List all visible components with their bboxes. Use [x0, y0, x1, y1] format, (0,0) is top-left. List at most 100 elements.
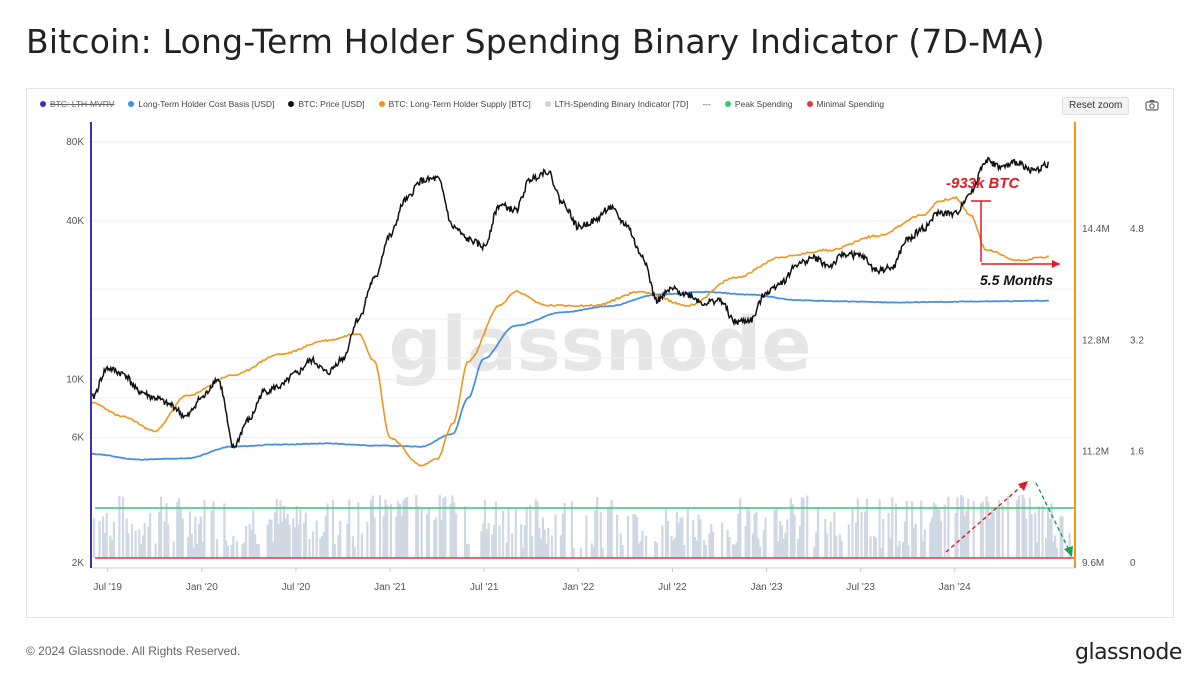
indicator-bar: [250, 530, 253, 558]
indicator-bar: [907, 544, 910, 558]
indicator-bar: [655, 542, 659, 558]
indicator-bar: [230, 544, 233, 558]
indicator-bar: [780, 525, 783, 558]
reset-zoom-button[interactable]: Reset zoom: [1062, 97, 1130, 115]
indicator-bar: [402, 500, 405, 558]
indicator-bar: [981, 501, 984, 558]
legend-item[interactable]: Long-Term Holder Cost Basis [USD]: [128, 99, 274, 109]
indicator-bar: [118, 495, 121, 558]
indicator-bar: [992, 512, 995, 558]
legend-item[interactable]: LTH-Spending Binary Indicator [7D]: [544, 99, 688, 109]
indicator-bar: [606, 507, 610, 558]
indicator-bar: [322, 531, 326, 558]
indicator-bar: [1025, 518, 1028, 558]
indicator-bar: [806, 495, 809, 558]
indicator-bar: [988, 518, 992, 558]
indicator-bar: [520, 524, 523, 558]
indicator-bar: [257, 543, 260, 558]
legend-item[interactable]: Minimal Spending: [806, 99, 884, 109]
indicator-bar: [111, 539, 114, 558]
indicator-bar: [252, 509, 255, 558]
indicator-bar: [425, 514, 429, 558]
indicator-bar: [272, 541, 275, 558]
indicator-bar: [386, 504, 389, 558]
legend-item[interactable]: Peak Spending: [724, 99, 793, 109]
indicator-bar: [444, 496, 447, 558]
indicator-bar: [873, 536, 876, 558]
indicator-bar: [934, 504, 937, 558]
legend-item[interactable]: BTC: Long-Term Holder Supply [BTC]: [378, 99, 531, 109]
indicator-bar: [898, 540, 901, 558]
indicator-bar: [277, 523, 280, 558]
indicator-bar: [865, 498, 869, 558]
x-tick-label: Jul '21: [470, 582, 499, 593]
indicator-bar: [679, 517, 682, 558]
indicator-bar: [406, 497, 409, 558]
indicator-bar: [281, 521, 284, 558]
indicator-bar: [726, 529, 729, 558]
indicator-bar: [158, 511, 161, 558]
indicator-bar: [248, 523, 251, 558]
indicator-bar: [295, 505, 298, 558]
indicator-bar: [92, 518, 96, 558]
indicator-bar: [798, 526, 802, 558]
indicator-bar: [710, 524, 713, 558]
indicator-bar: [735, 542, 738, 558]
indicator-bar: [404, 497, 407, 558]
indicator-bar: [194, 516, 197, 558]
indicator-bar: [693, 537, 697, 558]
indicator-bar: [1028, 497, 1031, 558]
legend-item[interactable]: BTC: LTH-MVRV: [40, 99, 114, 109]
indicator-bar: [793, 514, 796, 558]
legend-item[interactable]: ---: [702, 99, 711, 109]
legend-label: BTC: Long-Term Holder Supply [BTC]: [388, 99, 531, 109]
indicator-bar: [465, 543, 469, 558]
indicator-bar: [1016, 499, 1019, 558]
indicator-bar: [829, 521, 832, 558]
indicator-bar: [590, 543, 593, 558]
y-tick-label-left: 40K: [66, 216, 84, 227]
indicator-bar: [140, 544, 143, 558]
indicator-bar: [226, 545, 230, 558]
indicator-bar: [319, 538, 322, 558]
indicator-bar: [911, 501, 914, 558]
indicator-bar: [753, 513, 756, 558]
indicator-bar: [956, 497, 959, 558]
indicator-bar: [619, 533, 622, 558]
indicator-bar: [666, 521, 669, 558]
indicator-bar: [641, 530, 644, 558]
indicator-bar: [1030, 514, 1033, 558]
x-tick-label: Jan '24: [939, 582, 971, 593]
indicator-bar: [797, 539, 800, 558]
indicator-bar: [670, 535, 673, 558]
indicator-bar: [530, 536, 534, 558]
indicator-bar: [880, 548, 883, 558]
indicator-bar: [1052, 541, 1055, 558]
indicator-bar: [400, 516, 403, 558]
indicator-bar: [1059, 516, 1062, 558]
y-tick-label-supply: 14.4M: [1082, 224, 1110, 235]
indicator-bar: [232, 535, 235, 558]
x-tick-label: Jul '20: [282, 582, 311, 593]
indicator-bar: [1041, 505, 1044, 558]
indicator-bar: [491, 534, 494, 558]
y-tick-label-left: 80K: [66, 137, 84, 148]
indicator-bar: [292, 518, 295, 558]
indicator-bar: [337, 534, 340, 558]
indicator-bar: [103, 533, 107, 558]
indicator-bar: [373, 517, 376, 558]
indicator-bar: [784, 532, 787, 558]
indicator-bar: [540, 539, 543, 558]
legend-marker: [378, 101, 385, 107]
indicator-bar: [266, 524, 269, 558]
indicator-bar: [791, 503, 794, 558]
indicator-bar: [154, 543, 157, 558]
y-tick-label-supply: 9.6M: [1082, 558, 1104, 569]
camera-icon[interactable]: [1145, 99, 1159, 111]
indicator-bar: [621, 545, 624, 558]
indicator-bar: [961, 496, 964, 558]
legend-item[interactable]: BTC: Price [USD]: [288, 99, 365, 109]
indicator-bar: [847, 524, 850, 558]
indicator-bar: [112, 522, 116, 558]
indicator-bar: [923, 529, 926, 558]
